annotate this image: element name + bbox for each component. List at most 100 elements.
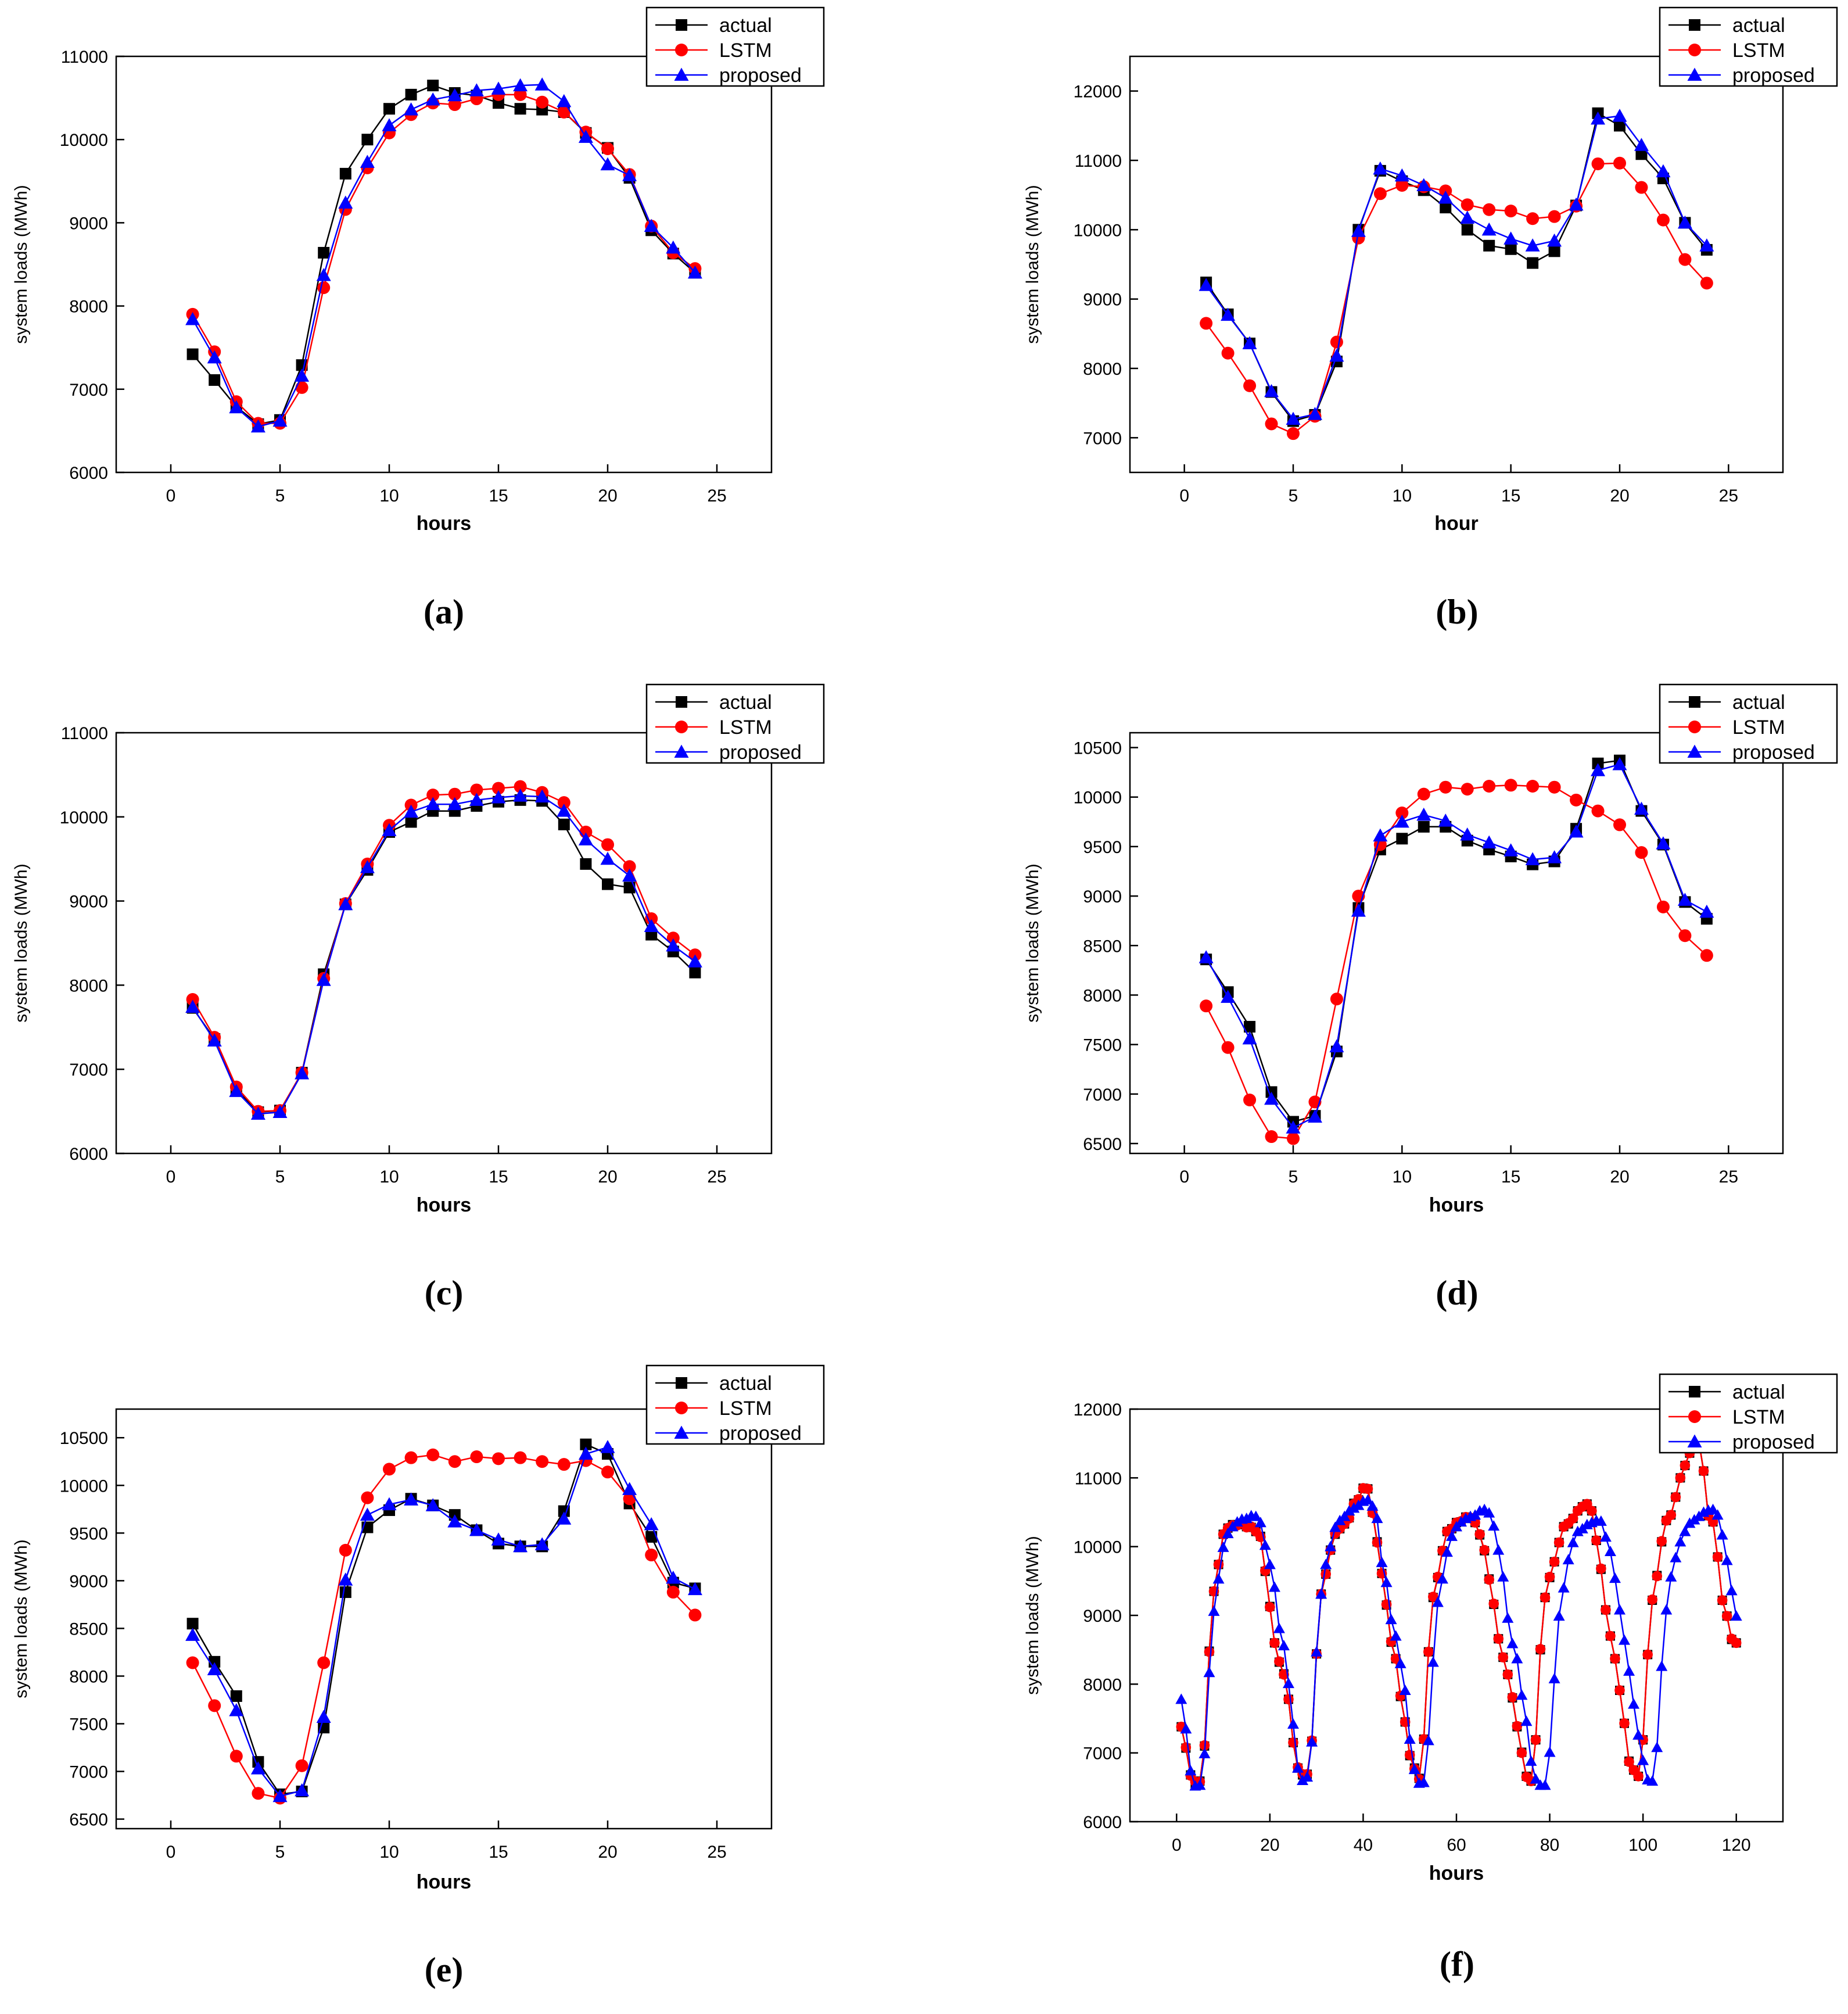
- y-tick-label: 10000: [60, 131, 108, 150]
- x-axis-label: hours: [417, 1871, 471, 1893]
- x-tick-label: 0: [1179, 486, 1189, 506]
- series-line-proposed: [192, 1446, 695, 1797]
- data-point-lstm: [1287, 1132, 1300, 1145]
- data-point-actual: [558, 818, 570, 830]
- data-point-lstm: [1265, 1130, 1278, 1144]
- plot-frame: [115, 732, 773, 1155]
- data-point-actual: [1635, 148, 1648, 160]
- data-point-lstm: [1428, 1592, 1438, 1602]
- data-point-proposed: [600, 851, 615, 865]
- data-point-lstm: [1624, 1757, 1634, 1767]
- x-tick-label: 5: [275, 1167, 285, 1187]
- data-point-lstm: [492, 782, 505, 795]
- data-point-proposed: [1394, 814, 1409, 828]
- data-point-proposed: [666, 938, 681, 952]
- data-point-lstm: [1479, 1544, 1490, 1556]
- data-point-lstm: [426, 789, 440, 802]
- data-point-proposed: [1273, 1622, 1285, 1633]
- data-point-proposed: [1438, 190, 1453, 204]
- plot-frame: [1129, 55, 1784, 474]
- data-point-lstm: [1493, 1633, 1504, 1644]
- data-point-proposed: [534, 77, 550, 91]
- x-tick-label: 15: [489, 1843, 508, 1862]
- data-point-lstm: [601, 1465, 614, 1479]
- x-axis-label: hours: [1429, 1862, 1484, 1884]
- data-point-proposed: [1185, 1765, 1197, 1776]
- legend-marker-actual: [676, 1377, 687, 1389]
- y-tick-label: 12000: [1074, 1400, 1122, 1420]
- data-point-proposed: [1516, 1689, 1528, 1700]
- data-point-proposed: [207, 1033, 222, 1047]
- chart-panel-e: 0 5 10 15 20 25 6500 7000 7500 8000 8500 9000 9500 10…: [12, 1364, 825, 1989]
- data-point-actual: [645, 1531, 658, 1543]
- data-point-lstm: [1548, 780, 1561, 794]
- data-point-actual: [580, 1438, 592, 1450]
- data-point-proposed: [447, 1514, 462, 1528]
- data-point-actual: [339, 1586, 351, 1599]
- data-point-lstm: [1512, 1721, 1523, 1732]
- data-point-proposed: [1699, 904, 1714, 918]
- x-tick-label: 0: [1172, 1836, 1182, 1855]
- data-point-lstm: [1619, 1718, 1630, 1729]
- y-tick-label: 11000: [1075, 152, 1122, 171]
- plot-frame: [115, 55, 773, 474]
- data-point-lstm: [1221, 1041, 1235, 1054]
- data-point-proposed: [1511, 1653, 1523, 1664]
- panel-caption: (c): [425, 1274, 464, 1312]
- series-line-proposed: [1205, 764, 1707, 1129]
- data-point-lstm: [601, 838, 614, 851]
- data-point-proposed: [491, 1532, 506, 1546]
- data-point-proposed: [1390, 1630, 1402, 1641]
- data-point-lstm: [514, 88, 527, 101]
- y-tick-label: 7000: [1083, 1085, 1122, 1105]
- data-point-lstm: [1483, 779, 1496, 793]
- data-point-proposed: [1525, 1755, 1537, 1766]
- data-point-proposed: [1634, 801, 1649, 815]
- data-point-proposed: [1222, 1528, 1234, 1539]
- data-point-proposed: [1351, 224, 1366, 237]
- data-point-proposed: [1418, 1776, 1430, 1787]
- data-point-proposed: [1329, 1039, 1344, 1053]
- data-point-lstm: [1362, 1483, 1373, 1495]
- legend-label-lstm: LSTM: [719, 40, 772, 62]
- data-point-proposed: [1591, 111, 1606, 125]
- data-point-lstm: [1596, 1563, 1606, 1574]
- data-point-lstm: [1656, 213, 1670, 227]
- y-tick-label: 9000: [69, 1572, 108, 1591]
- y-tick-label: 8000: [1083, 1675, 1122, 1694]
- y-tick-label: 7500: [1083, 1036, 1122, 1055]
- data-point-actual: [209, 374, 221, 386]
- data-point-proposed: [1307, 407, 1322, 420]
- chart-panel-a: 0 5 10 15 20 25 6000 7000 8000 9000 10000 11000 hour…: [12, 6, 825, 631]
- data-point-proposed: [1436, 1573, 1448, 1584]
- x-axis-label: hours: [417, 1194, 471, 1216]
- data-point-proposed: [1548, 1672, 1560, 1683]
- x-tick-label: 5: [1289, 486, 1298, 506]
- legend-label-actual: actual: [719, 15, 772, 37]
- y-tick-label: 8500: [69, 1619, 108, 1639]
- data-point-proposed: [1481, 222, 1497, 236]
- x-tick-label: 10: [1393, 486, 1412, 506]
- legend-marker-proposed: [1687, 744, 1702, 758]
- data-point-actual: [405, 88, 417, 101]
- data-point-actual: [1244, 1020, 1256, 1033]
- data-point-proposed: [1278, 1640, 1290, 1651]
- data-point-proposed: [1287, 1718, 1299, 1729]
- data-point-lstm: [1373, 187, 1387, 200]
- data-point-proposed: [185, 312, 200, 325]
- data-point-proposed: [1612, 757, 1627, 771]
- x-tick-label: 20: [598, 1843, 617, 1862]
- x-tick-label: 20: [598, 486, 617, 506]
- data-point-proposed: [622, 868, 637, 882]
- data-point-lstm: [1287, 427, 1300, 440]
- data-point-lstm: [1647, 1594, 1657, 1605]
- data-point-actual: [1548, 245, 1560, 257]
- data-point-proposed: [1416, 178, 1431, 191]
- data-point-proposed: [1646, 1775, 1659, 1786]
- data-point-lstm: [688, 1608, 702, 1622]
- data-point-lstm: [1243, 379, 1257, 392]
- x-tick-label: 15: [1501, 1167, 1520, 1187]
- data-point-lstm: [1204, 1646, 1215, 1657]
- x-tick-label: 40: [1354, 1836, 1373, 1855]
- y-axis-label: system loads (MWh): [12, 1539, 31, 1698]
